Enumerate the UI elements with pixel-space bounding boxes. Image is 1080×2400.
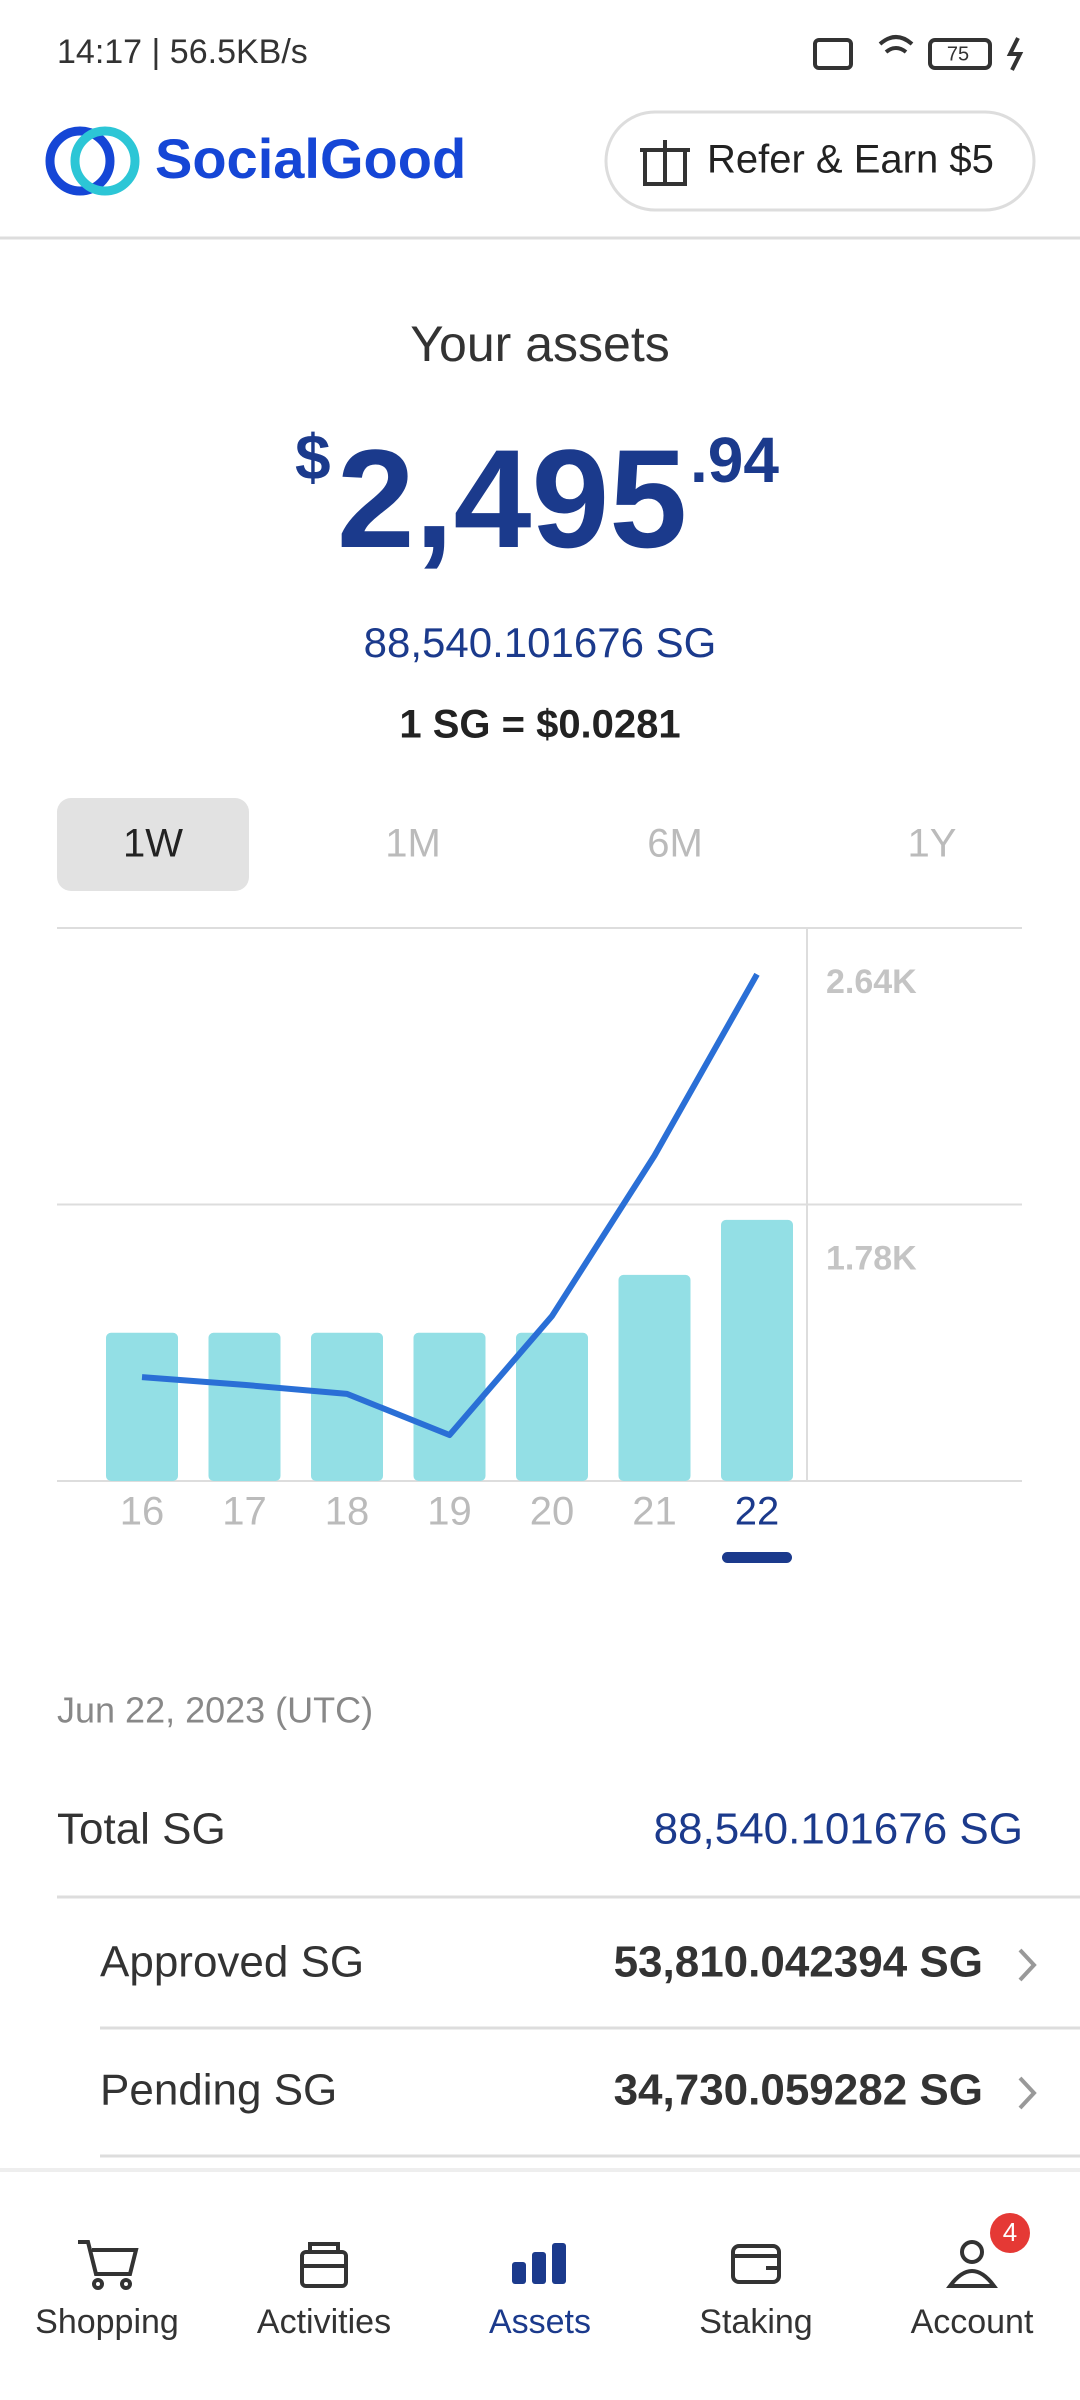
- tab[interactable]: 1W: [123, 822, 183, 866]
- gift-icon: [640, 140, 690, 186]
- assets-title: Your assets: [410, 316, 669, 372]
- battery-level: 75: [947, 43, 969, 65]
- x-tick-label: 18: [325, 1490, 370, 1534]
- asset-sg: 88,540.101676 SG: [364, 619, 717, 666]
- nav-label[interactable]: Shopping: [35, 2303, 179, 2341]
- chevron[interactable]: [1018, 2076, 1037, 2110]
- currency-symbol: $: [295, 421, 331, 493]
- row-label: Total SG: [57, 1805, 226, 1854]
- row-value: 88,540.101676 SG: [654, 1805, 1023, 1854]
- y-tick-label: 2.64K: [826, 963, 917, 1001]
- bar: [311, 1332, 383, 1481]
- badge-count: 4: [1003, 2217, 1017, 2247]
- chevron[interactable]: [1018, 1948, 1037, 1982]
- chart: 1.78K 2.64K 16 17 18 19 20 21 22: [57, 927, 1022, 1563]
- row-label[interactable]: Pending SG: [100, 2066, 337, 2115]
- selected-indicator: [722, 1552, 792, 1563]
- bar: [413, 1332, 486, 1481]
- bar: [516, 1332, 588, 1481]
- logo-icon: [45, 126, 140, 196]
- x-tick-label: 21: [632, 1490, 677, 1534]
- nav-label[interactable]: Staking: [699, 2303, 812, 2341]
- nav-label[interactable]: Assets: [489, 2303, 591, 2341]
- line: [141, 972, 760, 1439]
- bar: [208, 1332, 281, 1481]
- x-tick-label: 19: [427, 1490, 472, 1534]
- asset-amount: 2,495: [337, 420, 687, 577]
- nav-label[interactable]: Activities: [257, 2303, 391, 2341]
- brand-name: SocialGood: [155, 127, 466, 190]
- sg-rate: 1 SG = $0.0281: [399, 703, 680, 747]
- details-date: Jun 22, 2023 (UTC): [57, 1690, 373, 1731]
- bar: [721, 1219, 793, 1481]
- assets-icon: [512, 2243, 566, 2284]
- x-tick-label: 17: [222, 1490, 267, 1534]
- nav-label[interactable]: Account: [911, 2303, 1034, 2341]
- x-tick-label: 20: [530, 1490, 575, 1534]
- status-time: 14:17 | 56.5KB/s: [57, 33, 308, 71]
- bar: [618, 1274, 691, 1481]
- y-tick-label: 1.78K: [826, 1239, 917, 1277]
- refer-text[interactable]: Refer & Earn $5: [707, 138, 994, 182]
- x-tick-label: 22: [735, 1490, 780, 1534]
- active-tab-bg: [57, 798, 249, 891]
- row-value[interactable]: 34,730.059282 SG: [614, 2066, 983, 2115]
- row-value[interactable]: 53,810.042394 SG: [614, 1938, 983, 1987]
- badge: [990, 2213, 1030, 2253]
- bar: [106, 1332, 178, 1481]
- tab[interactable]: 1M: [385, 822, 441, 866]
- x-tick-label: 16: [120, 1490, 165, 1534]
- nav-icons: [78, 2240, 998, 2290]
- tab[interactable]: 6M: [647, 822, 703, 866]
- status-icons: [813, 35, 1024, 71]
- bottom-nav: [0, 2170, 1080, 2400]
- asset-decimals: .94: [690, 424, 779, 496]
- refer-button[interactable]: [604, 110, 1036, 212]
- row-label[interactable]: Approved SG: [100, 1938, 364, 1987]
- tab[interactable]: 1Y: [908, 822, 957, 866]
